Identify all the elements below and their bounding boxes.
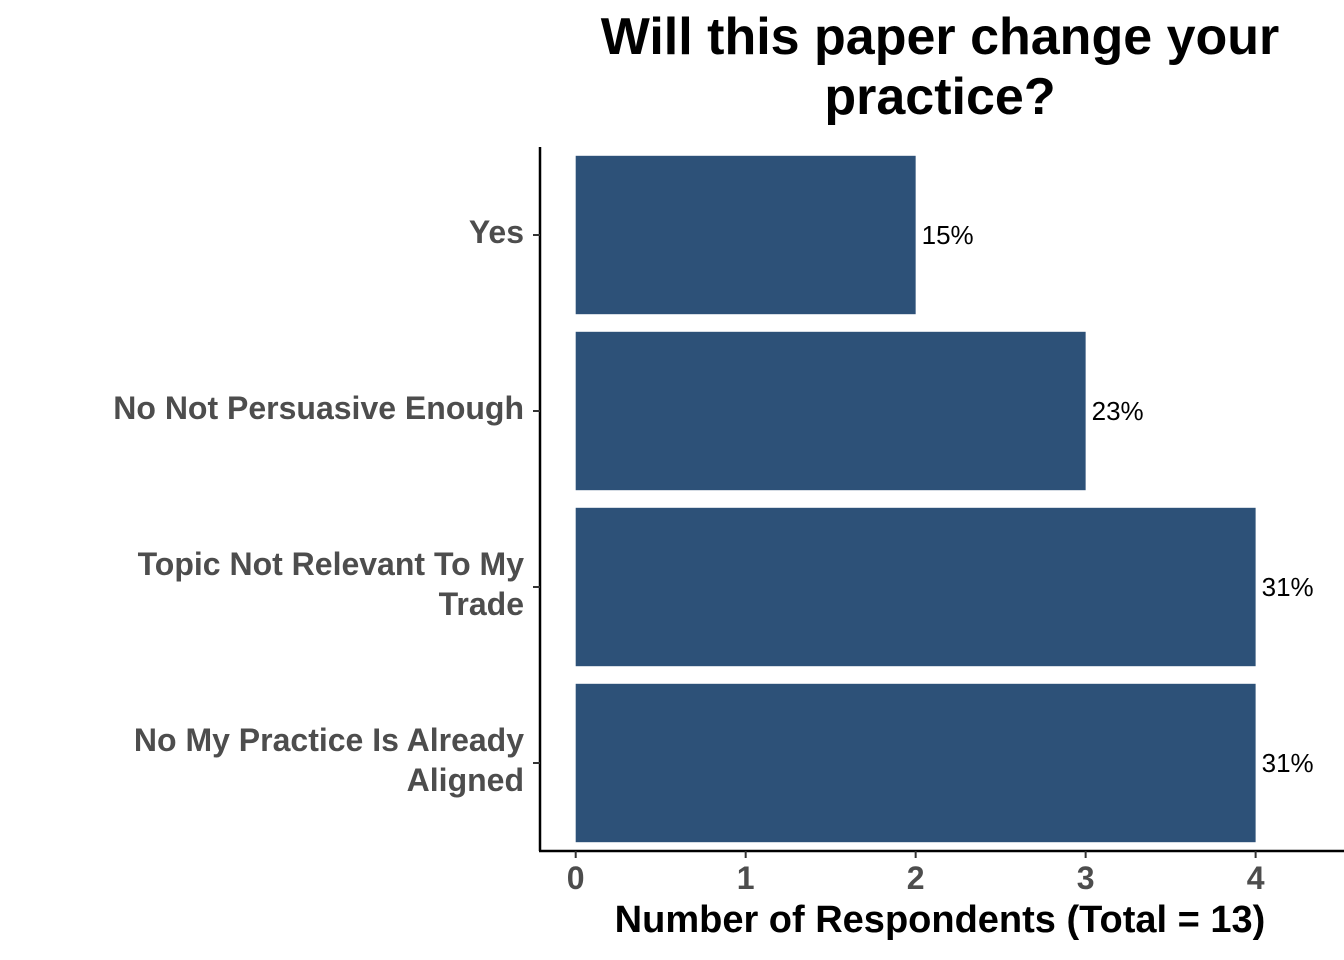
y-tick-label: No Not Persuasive Enough [113,390,524,426]
value-label: 23% [1092,396,1144,426]
x-axis-label: Number of Respondents (Total = 13) [615,899,1266,941]
x-tick-label: 4 [1247,860,1265,896]
x-tick-label: 1 [737,860,755,896]
chart-title: Will this paper change your practice? [601,8,1280,126]
bar [575,683,1256,843]
x-tick-label: 0 [567,860,585,896]
x-tick-label: 2 [907,860,925,896]
x-tick-label: 3 [1077,860,1095,896]
bar [575,155,916,315]
y-tick-label: Yes [469,214,524,250]
value-label: 31% [1262,748,1314,778]
y-tick-label: Topic Not Relevant To My Trade [138,546,525,622]
value-label: 31% [1262,572,1314,602]
value-label: 15% [922,220,974,250]
bar [575,507,1256,667]
bar [575,331,1086,491]
y-tick-label: No My Practice Is Already Aligned [134,722,524,798]
